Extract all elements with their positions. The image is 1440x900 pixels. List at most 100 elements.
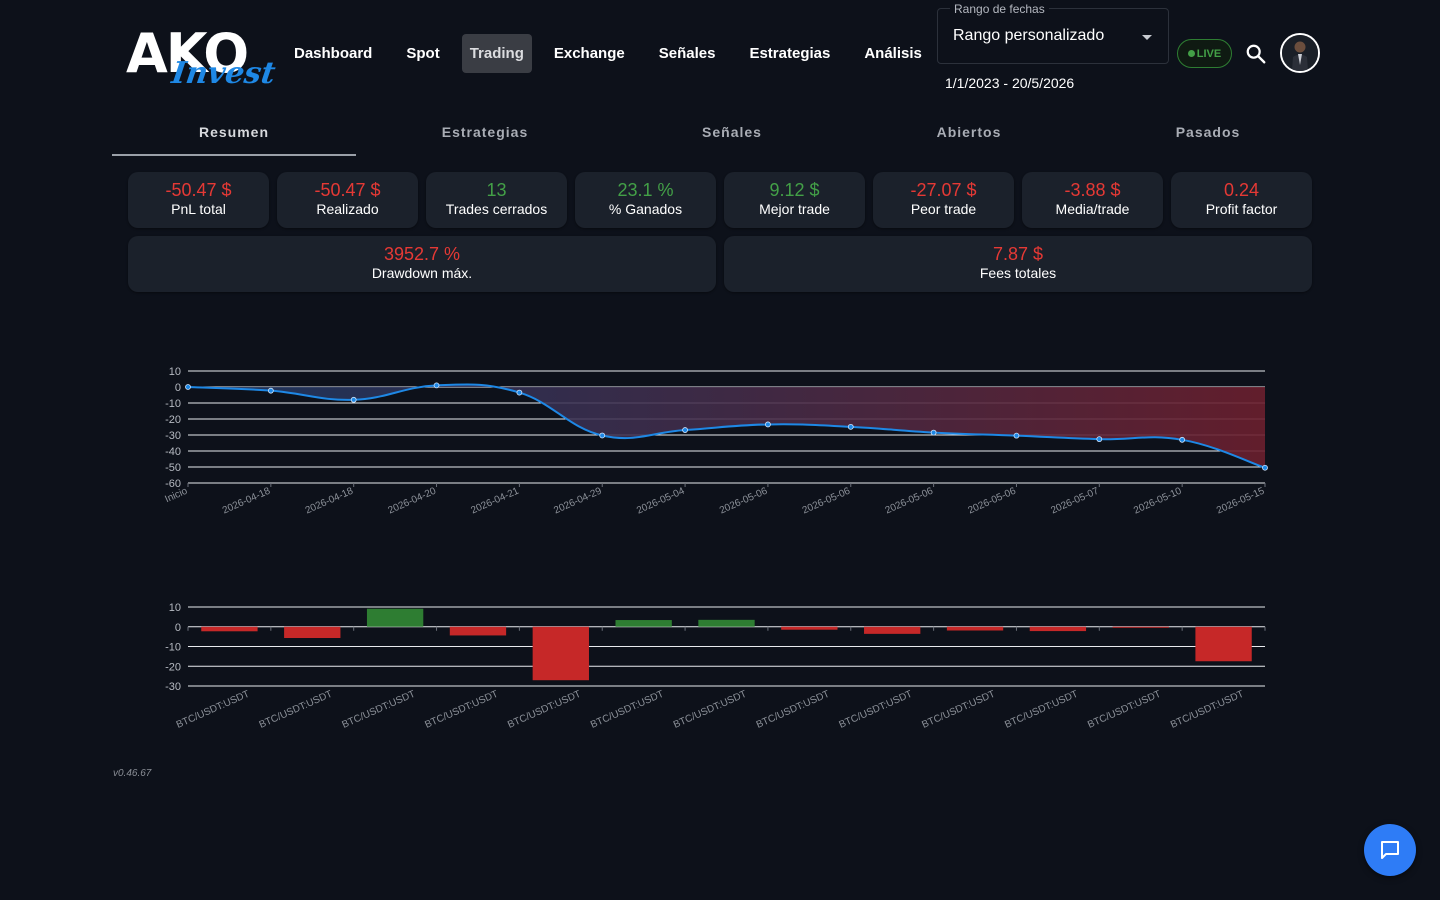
tab-estrategias[interactable]: Estrategias (441, 124, 529, 140)
stat-value: -27.07 $ (910, 180, 977, 200)
x-tick-label: BTC/USDT:USDT (423, 689, 500, 731)
stat-card-peor-trade: -27.07 $ Peor trade (873, 172, 1014, 228)
y-tick-label: -10 (165, 642, 181, 654)
x-tick-label: BTC/USDT:USDT (1086, 689, 1163, 731)
y-tick-label: -50 (165, 462, 181, 474)
pnl-point[interactable] (267, 387, 274, 394)
nav-dashboard[interactable]: Dashboard (294, 45, 373, 62)
tab-abiertos[interactable]: Abiertos (936, 124, 1002, 140)
x-tick-label: 2026-05-06 (718, 486, 770, 517)
x-tick-label: BTC/USDT:USDT (506, 689, 583, 731)
pnl-point[interactable] (1262, 464, 1268, 471)
pnl-point[interactable] (433, 382, 440, 389)
stat-card-pnl-total: -50.47 $ PnL total (128, 172, 269, 228)
pnl-point[interactable] (682, 427, 688, 433)
pnl-bar[interactable] (284, 626, 341, 639)
nav-analisis[interactable]: Análisis (864, 45, 922, 62)
pnl-point[interactable] (599, 432, 606, 439)
live-toggle[interactable]: LIVE (1177, 39, 1232, 68)
x-tick-label: 2026-05-10 (1132, 486, 1184, 517)
y-tick-label: -20 (165, 414, 181, 426)
pnl-bar[interactable] (449, 626, 507, 636)
nav-senales[interactable]: Señales (658, 45, 716, 62)
stat-label: Realizado (316, 201, 379, 217)
pnl-bar[interactable] (615, 620, 672, 627)
chat-icon (1381, 841, 1399, 859)
x-tick-label: 2026-04-20 (387, 486, 439, 517)
search-icon[interactable] (1245, 43, 1267, 65)
pnl-bar[interactable] (201, 626, 258, 632)
x-tick-label: BTC/USDT:USDT (340, 689, 417, 731)
stat-card-drawdown: 3952.7 % Drawdown máx. (128, 236, 716, 292)
x-tick-label: 2026-05-04 (635, 486, 687, 517)
live-label: LIVE (1196, 47, 1222, 60)
x-tick-label: 2026-05-06 (801, 486, 853, 517)
stat-card-realizado: -50.47 $ Realizado (277, 172, 418, 228)
pnl-bar[interactable] (698, 619, 755, 627)
tab-senales[interactable]: Señales (702, 124, 762, 140)
stat-label: Media/trade (1055, 201, 1130, 217)
main-nav: Dashboard Spot Trading Exchange Señales … (282, 34, 944, 73)
pnl-bar[interactable] (1112, 626, 1169, 628)
stat-card-fees: 7.87 $ Fees totales (724, 236, 1312, 292)
pnl-bar[interactable] (1029, 626, 1087, 632)
y-tick-label: 0 (175, 382, 181, 394)
pnl-bar[interactable] (946, 626, 1004, 631)
nav-trading[interactable]: Trading (461, 34, 532, 73)
x-tick-label: BTC/USDT:USDT (175, 689, 252, 731)
pnl-point[interactable] (1179, 436, 1186, 443)
y-tick-label: -20 (165, 661, 181, 673)
stat-label: Profit factor (1205, 201, 1278, 217)
app-version: v0.46.67 (113, 768, 152, 779)
pnl-point[interactable] (1013, 432, 1020, 439)
x-tick-label: BTC/USDT:USDT (589, 689, 666, 731)
stat-value: 3952.7 % (383, 244, 461, 264)
stat-value: 0.24 (1223, 180, 1260, 200)
y-tick-label: -30 (165, 430, 181, 442)
chat-button[interactable] (1364, 824, 1416, 876)
x-tick-label: BTC/USDT:USDT (920, 689, 997, 731)
pnl-point[interactable] (847, 423, 854, 430)
x-tick-label: 2026-04-18 (221, 486, 273, 517)
pnl-bar[interactable] (781, 626, 838, 630)
stat-card-media-trade: -3.88 $ Media/trade (1022, 172, 1163, 228)
nav-exchange[interactable]: Exchange (553, 45, 625, 62)
nav-spot[interactable]: Spot (406, 45, 440, 62)
stat-value: 23.1 % (617, 180, 674, 200)
x-tick-label: 2026-05-07 (1049, 486, 1101, 517)
user-avatar[interactable] (1280, 33, 1320, 73)
pnl-point[interactable] (516, 389, 523, 396)
x-tick-label: BTC/USDT:USDT (1169, 689, 1246, 731)
pnl-point[interactable] (1096, 436, 1103, 443)
pnl-point[interactable] (765, 421, 771, 428)
pnl-point[interactable] (185, 384, 191, 390)
y-tick-label: -30 (165, 681, 181, 693)
x-tick-label: BTC/USDT:USDT (258, 689, 335, 731)
stat-value: -3.88 $ (1064, 180, 1121, 200)
date-range-select[interactable]: Rango de fechas Rango personalizado (937, 2, 1169, 64)
pnl-bar[interactable] (1195, 626, 1252, 662)
x-tick-label: BTC/USDT:USDT (1003, 689, 1080, 731)
pnl-bar[interactable] (864, 626, 921, 634)
pnl-point[interactable] (350, 396, 357, 403)
pnl-bar[interactable] (532, 626, 589, 681)
stat-value: -50.47 $ (165, 180, 232, 200)
tab-pasados[interactable]: Pasados (1175, 124, 1241, 140)
date-range-legend: Rango de fechas (950, 2, 1049, 16)
brand-logo[interactable]: AKO Invest (126, 26, 278, 92)
x-tick-label: 2026-04-18 (304, 486, 356, 517)
date-range-text: 1/1/2023 - 20/5/2026 (945, 75, 1075, 91)
pnl-bar[interactable] (366, 608, 424, 627)
x-tick-label: 2026-04-21 (469, 486, 521, 517)
y-tick-label: -40 (165, 446, 181, 458)
stat-label: Peor trade (910, 201, 977, 217)
x-tick-label: BTC/USDT:USDT (755, 689, 832, 731)
x-tick-label: BTC/USDT:USDT (672, 689, 749, 731)
stat-value: 9.12 $ (769, 180, 820, 200)
tab-resumen[interactable]: Resumen (112, 110, 356, 156)
nav-estrategias[interactable]: Estrategias (749, 45, 831, 62)
x-tick-label: BTC/USDT:USDT (838, 689, 915, 731)
pnl-point[interactable] (930, 429, 937, 436)
x-tick-label: 2026-04-29 (552, 486, 604, 517)
